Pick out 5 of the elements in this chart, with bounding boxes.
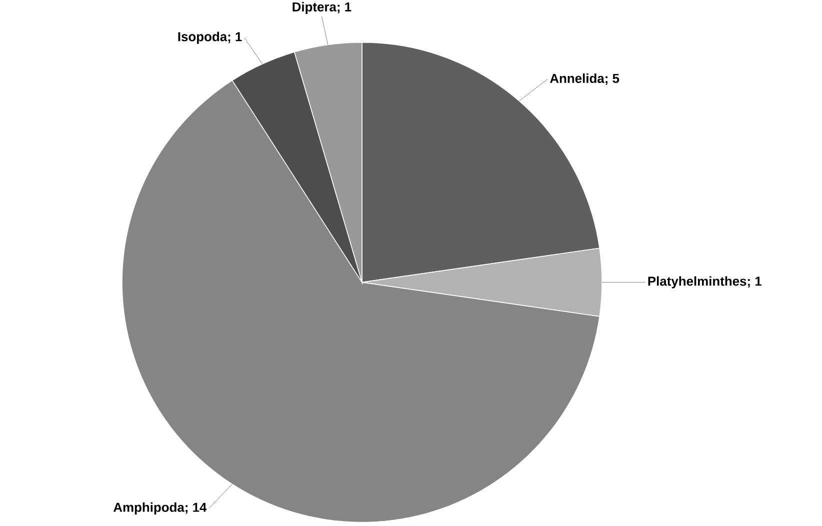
slice-label: Platyhelminthes; 1 [648, 276, 762, 288]
slice-label: Diptera; 1 [292, 2, 352, 14]
slice-label: Amphipoda; 14 [113, 502, 207, 514]
slice-label: Isopoda; 1 [178, 32, 242, 44]
slice-label: Annelida; 5 [550, 73, 620, 85]
